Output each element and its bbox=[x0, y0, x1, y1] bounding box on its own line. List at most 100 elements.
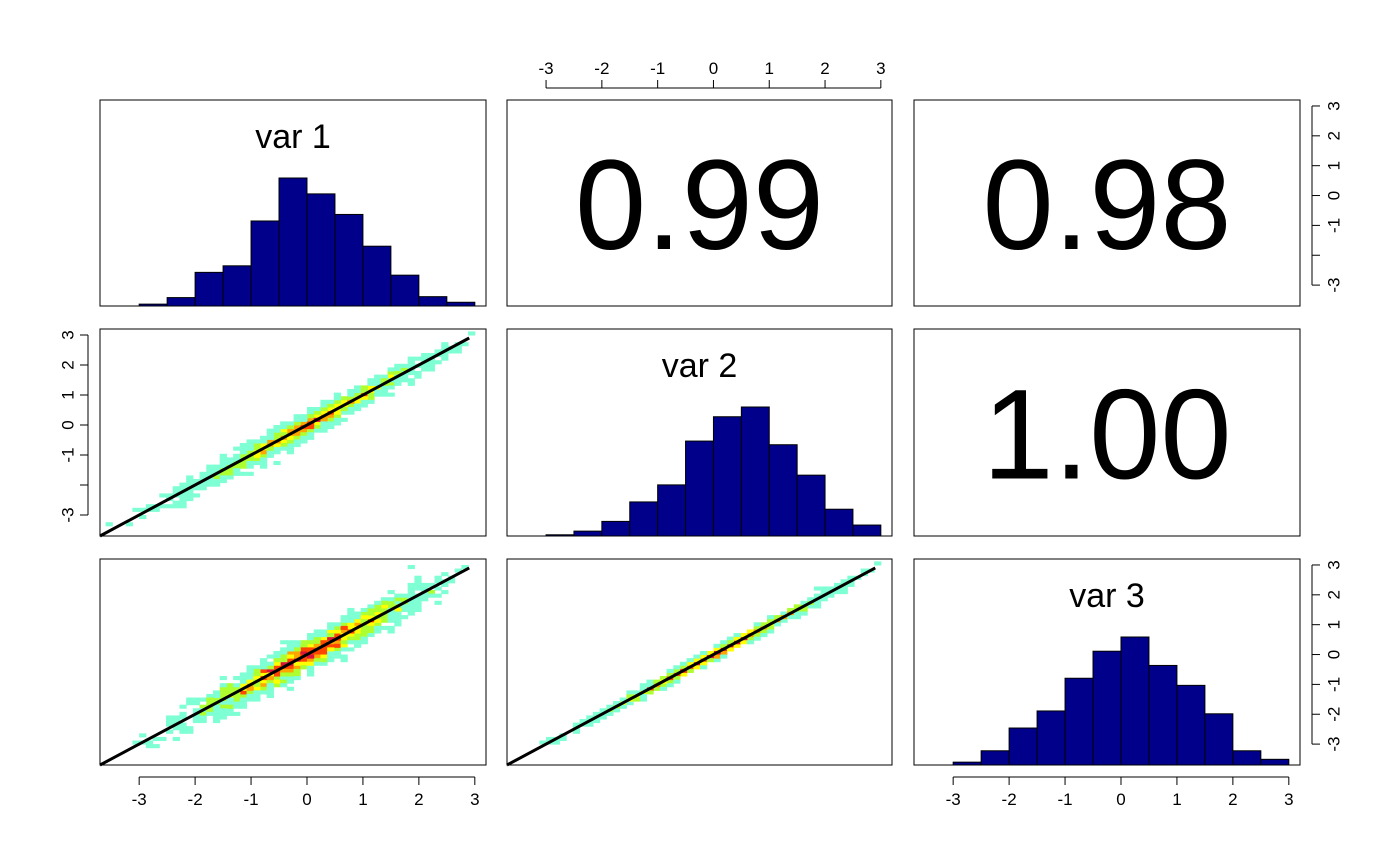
density-cell bbox=[172, 489, 180, 494]
density-cell bbox=[394, 611, 402, 616]
density-cell bbox=[233, 446, 241, 451]
density-cell bbox=[407, 582, 415, 587]
density-cell bbox=[353, 389, 362, 394]
density-cell bbox=[407, 604, 415, 609]
density-cell bbox=[273, 461, 281, 466]
density-cell bbox=[800, 611, 808, 616]
density-cell bbox=[166, 493, 174, 498]
density-cell bbox=[374, 607, 382, 613]
density-cell bbox=[259, 672, 268, 677]
density-cell bbox=[313, 421, 321, 426]
density-cell bbox=[152, 507, 160, 512]
density-cell bbox=[186, 697, 194, 702]
density-cell bbox=[461, 564, 469, 570]
density-cell bbox=[166, 722, 174, 727]
density-cell bbox=[340, 410, 348, 415]
density-cell bbox=[233, 697, 241, 702]
density-cell bbox=[320, 661, 328, 666]
density-cell bbox=[327, 643, 335, 648]
density-cell bbox=[219, 479, 227, 484]
density-cell bbox=[186, 479, 194, 484]
density-cell bbox=[700, 650, 708, 656]
density-cell bbox=[840, 590, 848, 595]
density-cell bbox=[592, 711, 601, 716]
density-cell bbox=[253, 439, 261, 444]
density-cell bbox=[360, 615, 368, 620]
density-cell bbox=[273, 683, 281, 688]
density-cell bbox=[286, 450, 295, 455]
density-cell bbox=[313, 633, 321, 638]
histogram-bar bbox=[250, 220, 280, 307]
density-cell bbox=[441, 572, 449, 577]
density-cell bbox=[280, 658, 288, 663]
density-cell bbox=[353, 629, 362, 634]
panel-frame bbox=[506, 328, 893, 537]
density-cell bbox=[787, 615, 795, 620]
density-cell bbox=[246, 439, 254, 444]
tick-label: -2 bbox=[594, 59, 609, 78]
density-cell bbox=[226, 711, 234, 716]
density-cell bbox=[746, 629, 755, 634]
histogram-bar bbox=[334, 213, 364, 307]
variable-label: var 1 bbox=[255, 118, 331, 156]
density-cell bbox=[726, 640, 735, 645]
density-cell bbox=[306, 654, 315, 659]
correlation-value: 1.00 bbox=[982, 364, 1231, 507]
density-cell bbox=[592, 719, 601, 724]
density-cell bbox=[347, 647, 355, 652]
density-cell bbox=[387, 615, 395, 620]
density-cell bbox=[273, 450, 281, 455]
density-cell bbox=[306, 417, 315, 422]
density-cell bbox=[219, 693, 227, 699]
density-cell bbox=[572, 722, 581, 727]
density-cell bbox=[813, 600, 822, 605]
density-cell bbox=[306, 407, 315, 412]
density-cell bbox=[347, 622, 355, 627]
density-cell bbox=[552, 740, 560, 745]
density-cell bbox=[179, 493, 187, 498]
density-cell bbox=[659, 676, 668, 681]
density-cell bbox=[132, 740, 140, 745]
density-cell bbox=[239, 446, 248, 451]
density-cell bbox=[713, 658, 721, 663]
density-cell bbox=[394, 378, 402, 383]
density-cell bbox=[273, 679, 281, 684]
density-cell bbox=[360, 625, 368, 630]
density-cell bbox=[461, 342, 469, 347]
density-cell bbox=[421, 586, 429, 591]
density-cell bbox=[239, 453, 248, 458]
density-cell bbox=[239, 443, 248, 448]
density-cell bbox=[353, 636, 362, 641]
fit-line bbox=[99, 566, 470, 767]
density-cell bbox=[219, 711, 227, 716]
density-cell bbox=[226, 708, 234, 713]
density-cell bbox=[746, 636, 755, 641]
density-cell bbox=[572, 729, 581, 734]
density-cell bbox=[427, 363, 436, 368]
density-cell bbox=[172, 736, 180, 742]
tick-label: 0 bbox=[1325, 650, 1344, 659]
density-cell bbox=[219, 715, 227, 720]
density-cell bbox=[767, 615, 775, 620]
density-cell bbox=[293, 443, 301, 448]
density-cell bbox=[266, 439, 274, 444]
histogram-bar bbox=[1092, 650, 1122, 766]
density-cell bbox=[246, 693, 254, 699]
density-cell bbox=[313, 643, 321, 648]
density-cell bbox=[434, 575, 442, 580]
density-cell bbox=[239, 679, 248, 684]
density-cell bbox=[367, 629, 375, 634]
density-cell bbox=[280, 683, 288, 688]
density-cell bbox=[327, 654, 335, 659]
tick-label: -1 bbox=[59, 447, 78, 462]
density-cell bbox=[333, 654, 342, 659]
density-cell bbox=[813, 604, 822, 609]
density-cell bbox=[441, 582, 449, 587]
density-cell bbox=[787, 607, 795, 613]
density-cell bbox=[266, 446, 274, 451]
density-cell bbox=[293, 425, 301, 430]
density-cell bbox=[333, 650, 342, 656]
density-cell bbox=[199, 711, 207, 716]
density-cell bbox=[653, 679, 661, 684]
density-cell bbox=[579, 719, 587, 724]
